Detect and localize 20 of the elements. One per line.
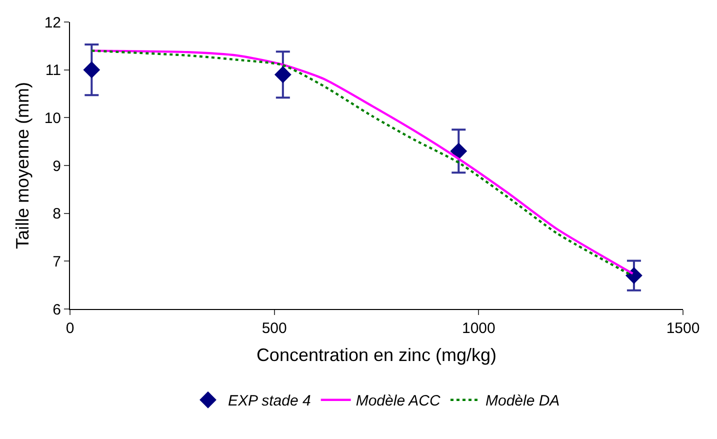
point <box>626 267 642 284</box>
legend-label: EXP stade 4 <box>228 392 311 410</box>
y-axis-title: Taille moyenne (mm) <box>12 82 33 250</box>
y-tick-label: 8 <box>52 206 61 223</box>
x-tick-label: 0 <box>66 320 74 337</box>
y-tick-label: 10 <box>44 110 61 127</box>
legend-label: Modèle DA <box>485 392 560 410</box>
y-tick-label: 11 <box>45 62 61 80</box>
y-tick-label: 12 <box>44 14 61 32</box>
y-tick-label: 9 <box>52 158 61 175</box>
point <box>450 142 468 160</box>
x-tick-label: 1500 <box>666 320 700 337</box>
x-tick-label: 500 <box>262 320 287 337</box>
point <box>83 61 100 78</box>
point <box>274 66 292 84</box>
y-tick-label: 7 <box>52 253 61 270</box>
y-tick-label: 6 <box>52 301 61 318</box>
legend-label: Modèle ACC <box>356 392 440 410</box>
x-axis-title: Concentration en zinc (mg/kg) <box>256 345 497 366</box>
x-tick-label: 1000 <box>462 320 496 337</box>
